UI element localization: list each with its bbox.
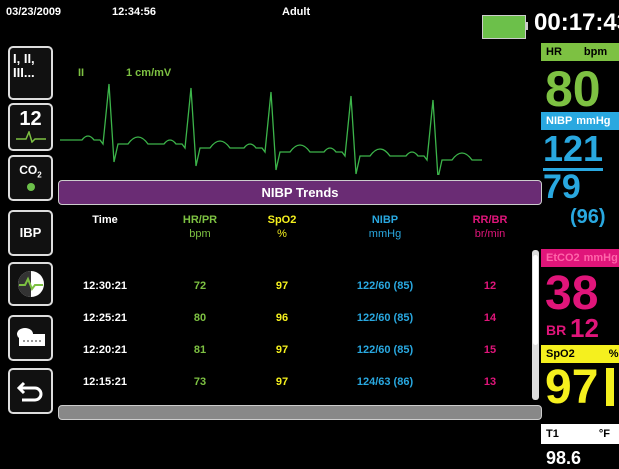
- button-label: 12: [19, 108, 42, 130]
- cell: 96: [275, 312, 289, 324]
- unit: bpm: [583, 46, 608, 58]
- column-header: RR/BR br/min: [445, 213, 535, 241]
- trends-button[interactable]: [8, 262, 53, 306]
- column-label: NIBP: [371, 214, 399, 226]
- ibp-button[interactable]: IBP: [8, 210, 53, 256]
- clock: 12:34:56: [112, 6, 157, 18]
- spo2-header: SpO2%: [541, 345, 619, 363]
- unit: mmHg: [576, 115, 611, 127]
- label: T1: [546, 428, 559, 440]
- nibp-mean: (96): [570, 206, 606, 228]
- battery-tip: [525, 22, 528, 30]
- column-unit: mmHg: [368, 228, 402, 240]
- back-icon: [16, 381, 42, 402]
- cell: 81: [193, 344, 207, 356]
- back-button[interactable]: [8, 368, 53, 414]
- ecg-waveform: [60, 83, 482, 175]
- unit: mmHg: [583, 252, 618, 264]
- nibp-diastolic: 79: [543, 168, 581, 206]
- column-header: HR/PR bpm: [155, 213, 245, 241]
- button-subscript: 2: [37, 170, 42, 180]
- cell: 124/63 (86): [356, 376, 414, 388]
- cell: 12:20:21: [82, 344, 128, 356]
- cell: 97: [275, 280, 289, 292]
- label: HR: [546, 46, 562, 58]
- trend-icon: [17, 271, 44, 297]
- hr-value: 80: [545, 61, 601, 117]
- etco2-value: 38: [545, 267, 599, 320]
- column-label: SpO2: [267, 214, 297, 226]
- unit: °F: [598, 428, 610, 440]
- scrollbar-thumb[interactable]: [533, 255, 538, 345]
- cell: 72: [193, 280, 207, 292]
- label: NIBP: [546, 115, 573, 127]
- patient-mode[interactable]: Adult: [282, 6, 311, 18]
- ecg-icon: [15, 131, 46, 143]
- cell: 13: [483, 376, 497, 388]
- cell: 122/60 (85): [356, 280, 414, 292]
- leads-button[interactable]: I, II, III...: [8, 46, 53, 100]
- cell: 12:15:21: [82, 376, 128, 388]
- label: EtCO2: [546, 252, 580, 264]
- column-unit: bpm: [189, 228, 211, 240]
- trends-title: NIBP Trends: [58, 180, 542, 205]
- button-label: CO: [19, 163, 38, 177]
- column-label: RR/BR: [472, 214, 508, 226]
- temp-value: 98.6: [546, 448, 582, 468]
- cell: 73: [193, 376, 207, 388]
- etco2-header: EtCO2 mmHg: [541, 249, 619, 267]
- print-button[interactable]: [8, 315, 53, 361]
- column-label: Time: [92, 214, 118, 226]
- cell: 122/60 (85): [356, 344, 414, 356]
- twelve-lead-button[interactable]: 12: [8, 103, 53, 151]
- horizontal-scrollbar[interactable]: [58, 405, 542, 420]
- elapsed-timer: 00:17:43: [534, 9, 619, 36]
- battery: [482, 15, 526, 39]
- cell: 14: [483, 312, 497, 324]
- column-unit: br/min: [474, 228, 506, 240]
- printer-icon: [16, 328, 45, 346]
- label: SpO2: [546, 348, 575, 360]
- br-value: 12: [570, 313, 599, 343]
- column-header: Time: [60, 213, 150, 227]
- cell: 12: [483, 280, 497, 292]
- nibp-divider: [543, 168, 603, 171]
- ecg-lead: II: [78, 67, 85, 79]
- cell: 97: [275, 344, 289, 356]
- column-label: HR/PR: [182, 214, 218, 226]
- br-label: BR: [546, 322, 567, 338]
- hr-header: HR bpm: [541, 43, 619, 61]
- cell: 15: [483, 344, 497, 356]
- status-dot: [26, 183, 35, 192]
- column-header: SpO2%: [237, 213, 327, 241]
- co2-button[interactable]: CO2: [8, 155, 53, 201]
- column-unit: %: [277, 228, 287, 240]
- ecg-scale: 1 cm/mV: [126, 67, 172, 79]
- cell: 97: [275, 376, 289, 388]
- spo2-bar: [606, 368, 614, 406]
- nibp-systolic: 121: [543, 128, 604, 169]
- spo2-value: 97: [545, 361, 599, 414]
- cell: 122/60 (85): [356, 312, 414, 324]
- column-header: NIBP mmHg: [340, 213, 430, 241]
- cell: 12:25:21: [82, 312, 128, 324]
- nibp-header: NIBP mmHg: [541, 112, 619, 130]
- cell: 80: [193, 312, 207, 324]
- cell: 12:30:21: [82, 280, 128, 292]
- unit: %: [608, 348, 619, 360]
- date: 03/23/2009: [6, 6, 62, 18]
- temp-header: T1 °F: [541, 424, 619, 444]
